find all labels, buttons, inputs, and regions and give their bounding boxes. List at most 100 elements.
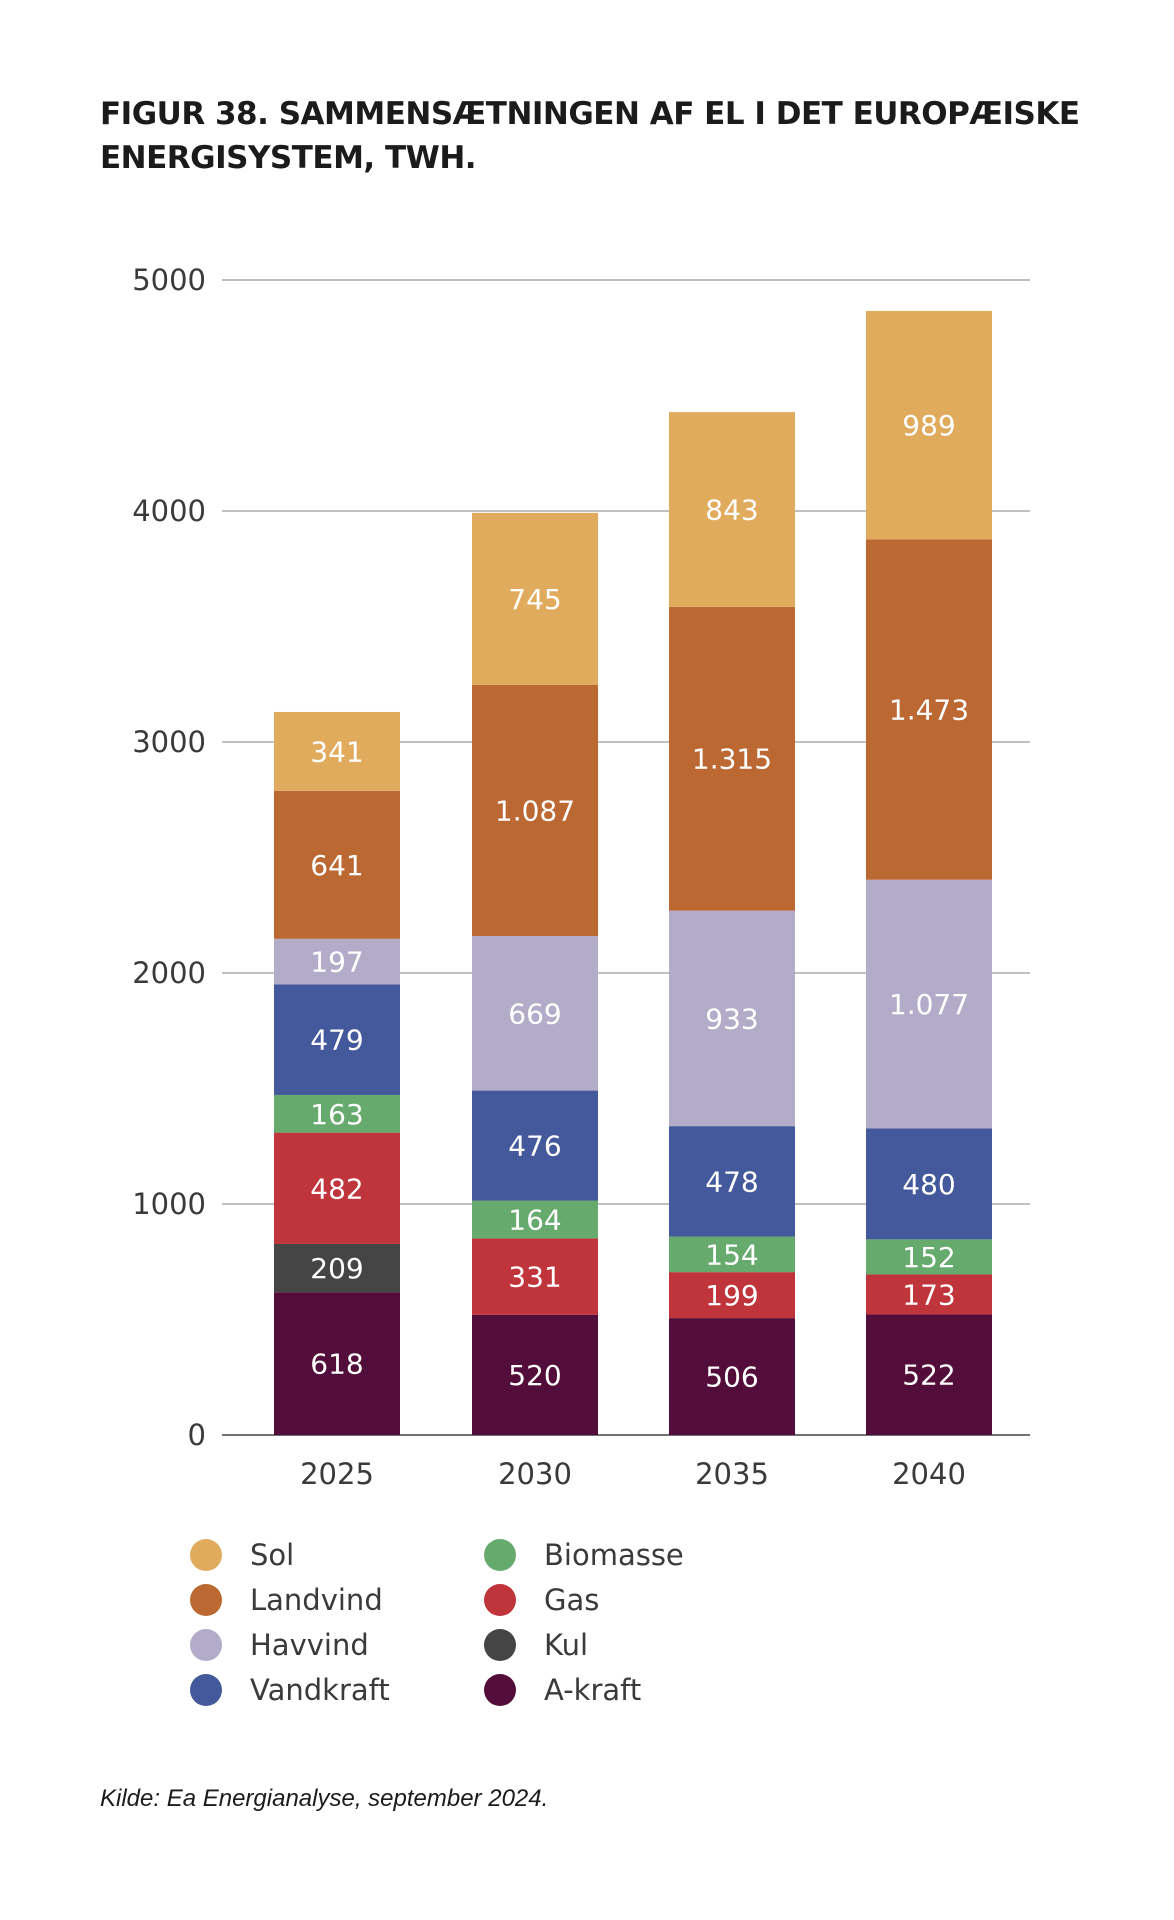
bar-segment-gas [274, 1132, 400, 1244]
bar-segment-havvind [866, 879, 992, 1129]
bar-segment-vandkraft [669, 1126, 795, 1237]
y-tick-label: 0 [188, 1418, 206, 1452]
y-tick-label: 4000 [132, 494, 206, 528]
bar-segment-a-kraft [669, 1318, 795, 1435]
data-label: 1.315 [692, 743, 772, 776]
y-tick-label: 5000 [132, 263, 206, 297]
data-label: 476 [508, 1130, 561, 1163]
legend-label: A-kraft [544, 1673, 641, 1707]
legend-label: Sol [250, 1538, 294, 1572]
data-label: 933 [705, 1002, 758, 1035]
bar-segment-havvind [669, 910, 795, 1127]
legend-label: Vandkraft [250, 1673, 390, 1707]
bar-segment-biomasse [274, 1094, 400, 1133]
legend-label: Havvind [250, 1628, 369, 1662]
legend-item-biomasse: Biomasse [484, 1538, 684, 1572]
legend-swatch [484, 1674, 516, 1706]
legend-item-a-kraft: A-kraft [484, 1673, 641, 1707]
bar-segment-landvind [472, 684, 598, 937]
legend-swatch [484, 1584, 516, 1616]
legend-label: Biomasse [544, 1538, 684, 1572]
data-label: 989 [902, 409, 955, 442]
data-label: 199 [705, 1279, 758, 1312]
x-tick-label: 2040 [892, 1457, 966, 1491]
legend-swatch [190, 1539, 222, 1571]
bar-stack-2035: 506 199 154 478 933 1.315 843 [669, 412, 795, 1435]
x-tick-label: 2025 [300, 1457, 374, 1491]
data-label: 331 [508, 1261, 561, 1294]
bar-segment-biomasse [866, 1239, 992, 1275]
legend-item-landvind: Landvind [190, 1583, 383, 1617]
data-label: 482 [310, 1172, 363, 1205]
data-label: 197 [310, 946, 363, 979]
chart-title-line-1: FIGUR 38. SAMMENSÆTNINGEN AF EL I DET EU… [100, 96, 1080, 132]
data-label: 1.077 [889, 988, 969, 1021]
legend-swatch [484, 1539, 516, 1571]
data-label: 479 [310, 1024, 363, 1057]
stacked-bar-chart: 0100020003000400050006182094821634791976… [132, 263, 1030, 1707]
bar-segment-landvind [669, 606, 795, 911]
legend-swatch [484, 1629, 516, 1661]
legend-label: Landvind [250, 1583, 383, 1617]
legend-swatch [190, 1629, 222, 1661]
bar-segment-gas [866, 1274, 992, 1315]
data-label: 745 [508, 583, 561, 616]
legend-item-kul: Kul [484, 1628, 588, 1662]
chart-title-line-2: ENERGISYSTEM, TWH. [100, 140, 477, 176]
data-label: 669 [508, 997, 561, 1030]
x-tick-label: 2035 [695, 1457, 769, 1491]
source-note: Kilde: Ea Energianalyse, september 2024. [100, 1785, 549, 1812]
legend-swatch [190, 1584, 222, 1616]
data-label: 618 [310, 1348, 363, 1381]
y-tick-label: 2000 [132, 956, 206, 990]
data-label: 522 [902, 1359, 955, 1392]
data-label: 1.473 [889, 694, 969, 727]
bar-segment-vandkraft [472, 1090, 598, 1201]
bar-stack-2030: 520 331 164 476 669 1.087 745 [472, 512, 598, 1435]
data-label: 154 [705, 1238, 758, 1271]
bar-segment-sol [274, 711, 400, 791]
legend-swatch [190, 1674, 222, 1706]
bar-segment-a-kraft [274, 1292, 400, 1435]
bars: 618 209 482 163 479 197 641 341 2025 520 331 164 476… [274, 310, 992, 1491]
legend: Sol Landvind Havvind Vandkraft Biomasse Gas Ku… [190, 1538, 684, 1707]
bar-segment-sol [866, 310, 992, 540]
legend-item-gas: Gas [484, 1583, 599, 1617]
legend-item-sol: Sol [190, 1538, 294, 1572]
bar-segment-vandkraft [866, 1128, 992, 1240]
data-label: 1.087 [495, 794, 575, 827]
bar-segment-biomasse [669, 1236, 795, 1273]
y-tick-label: 1000 [132, 1187, 206, 1221]
bar-stack-2040: 522 173 152 480 1.077 1.473 989 [866, 310, 992, 1435]
data-label: 163 [310, 1098, 363, 1131]
y-tick-label: 3000 [132, 725, 206, 759]
bar-segment-sol [669, 412, 795, 607]
bar-segment-kul [274, 1243, 400, 1293]
data-label: 173 [902, 1278, 955, 1311]
data-label: 478 [705, 1165, 758, 1198]
bar-segment-vandkraft [274, 984, 400, 1095]
legend-item-havvind: Havvind [190, 1628, 369, 1662]
bar-segment-biomasse [472, 1200, 598, 1239]
data-label: 341 [310, 735, 363, 768]
data-label: 152 [902, 1241, 955, 1274]
x-tick-label: 2030 [498, 1457, 572, 1491]
data-label: 520 [508, 1359, 561, 1392]
bar-segment-a-kraft [866, 1314, 992, 1435]
bar-segment-landvind [866, 539, 992, 880]
chart-title: FIGUR 38. SAMMENSÆTNINGEN AF EL I DET EU… [100, 92, 1100, 180]
bar-segment-havvind [274, 938, 400, 985]
bar-segment-gas [669, 1272, 795, 1319]
bar-segment-sol [472, 512, 598, 685]
data-label: 480 [902, 1168, 955, 1201]
legend-label: Kul [544, 1628, 588, 1662]
legend-item-vandkraft: Vandkraft [190, 1673, 390, 1707]
bar-segment-havvind [472, 936, 598, 1091]
data-label: 209 [310, 1252, 363, 1285]
data-label: 641 [310, 849, 363, 882]
data-label: 164 [508, 1203, 561, 1236]
bar-segment-gas [472, 1238, 598, 1315]
bar-stack-2025: 618 209 482 163 479 197 641 341 [274, 711, 400, 1435]
data-label: 843 [705, 493, 758, 526]
bar-segment-landvind [274, 790, 400, 939]
